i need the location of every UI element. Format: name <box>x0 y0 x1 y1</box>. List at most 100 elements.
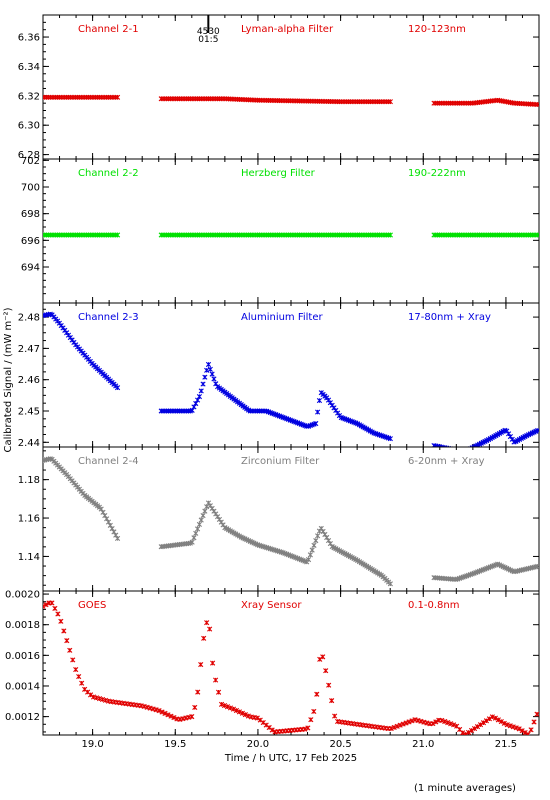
data-point <box>535 563 539 569</box>
data-point <box>192 704 198 711</box>
data-point <box>387 436 393 442</box>
y-tick-label: 6.30 <box>18 121 40 132</box>
data-point <box>195 689 201 695</box>
x-tick-label: 20.0 <box>247 739 269 750</box>
panel-frame <box>42 446 540 592</box>
data-point <box>43 603 46 609</box>
data-point <box>461 449 465 453</box>
data-series <box>43 456 539 587</box>
data-point <box>114 385 121 391</box>
data-point <box>442 718 448 725</box>
data-point <box>504 722 510 728</box>
data-point <box>311 542 317 548</box>
data-point <box>309 547 315 553</box>
panel-label: 190-222nm <box>408 168 466 179</box>
data-point <box>498 719 504 725</box>
data-point <box>477 722 484 728</box>
data-point <box>465 729 472 735</box>
data-point <box>70 657 76 663</box>
x-tick-label: 21.5 <box>495 739 517 750</box>
panel-label: Channel 2-3 <box>78 312 139 323</box>
data-point <box>204 367 210 373</box>
data-point <box>99 696 106 703</box>
data-point <box>205 361 212 368</box>
data-point <box>510 724 516 730</box>
data-point <box>114 232 121 238</box>
data-point <box>433 719 439 725</box>
data-point <box>141 703 147 710</box>
y-tick-label: 1.14 <box>18 552 40 563</box>
data-point <box>79 680 85 686</box>
data-point <box>305 557 312 563</box>
y-tick-label: 1.16 <box>18 514 40 525</box>
data-point <box>313 538 319 544</box>
panel-frame <box>42 14 540 160</box>
data-point <box>308 717 314 723</box>
y-tick-label: 1.18 <box>18 475 40 486</box>
data-point <box>221 702 228 709</box>
data-point <box>430 720 436 727</box>
data-point <box>466 447 470 451</box>
panel-4: 1.14 1.16 1.18 Channel 2-4 Zirconium Filter 6… <box>18 446 540 592</box>
data-point <box>88 692 94 698</box>
data-point <box>516 726 522 732</box>
data-point <box>474 724 481 730</box>
data-point <box>495 717 501 723</box>
data-point <box>102 697 109 703</box>
data-point <box>58 618 64 624</box>
data-point <box>387 581 393 587</box>
data-point <box>198 517 204 523</box>
data-point <box>439 717 445 724</box>
y-tick-label: 0.0020 <box>5 590 40 601</box>
panel-label: Channel 2-2 <box>78 168 139 179</box>
data-point <box>305 725 311 731</box>
data-point <box>196 521 202 528</box>
data-point <box>535 101 539 108</box>
data-point <box>307 552 313 558</box>
data-point <box>409 718 415 724</box>
data-point <box>194 526 201 532</box>
panel-5: 0.0012 0.0014 0.0016 0.0018 0.0020 GOES Xray S… <box>5 590 540 736</box>
panel-2: 694 696 698 700 702 Channel 2-2 Herzberg Filte… <box>21 156 540 304</box>
data-point <box>147 705 153 711</box>
data-series <box>43 311 539 453</box>
data-point <box>144 704 150 710</box>
data-point <box>513 725 519 731</box>
data-point <box>445 720 451 726</box>
data-point <box>198 388 204 394</box>
data-point <box>207 366 213 372</box>
panel-label: 6-20nm + Xray <box>408 456 485 467</box>
data-point <box>191 535 197 541</box>
data-point <box>96 696 103 702</box>
y-tick-label: 2.45 <box>18 407 40 418</box>
x-tick-label: 21.0 <box>412 739 434 750</box>
data-point <box>168 713 174 719</box>
data-point <box>534 711 539 717</box>
data-point <box>233 707 240 714</box>
data-point <box>114 94 121 100</box>
panel-frame <box>42 302 540 448</box>
data-point <box>230 706 237 712</box>
panel-label: Lyman-alpha Filter <box>241 24 334 35</box>
data-point <box>418 718 424 724</box>
data-point <box>314 691 320 697</box>
data-point <box>315 533 321 539</box>
data-point <box>239 710 245 716</box>
data-point <box>315 409 321 415</box>
y-tick-label: 700 <box>21 183 40 194</box>
data-point <box>189 714 195 720</box>
data-point <box>406 719 412 725</box>
data-point <box>91 694 97 700</box>
data-point <box>227 705 234 711</box>
data-point <box>457 448 461 452</box>
data-point <box>189 539 195 545</box>
panel-1: 6.28 6.30 6.32 6.34 6.36 Channel 2-1 Lyman-alp… <box>18 14 540 161</box>
data-point <box>403 720 409 726</box>
y-tick-label: 0.0012 <box>5 712 40 723</box>
data-point <box>193 530 199 536</box>
data-point <box>61 628 67 634</box>
data-point <box>535 232 539 238</box>
data-point <box>302 726 308 732</box>
data-point <box>531 719 537 725</box>
y-tick-label: 0.0014 <box>5 681 40 692</box>
